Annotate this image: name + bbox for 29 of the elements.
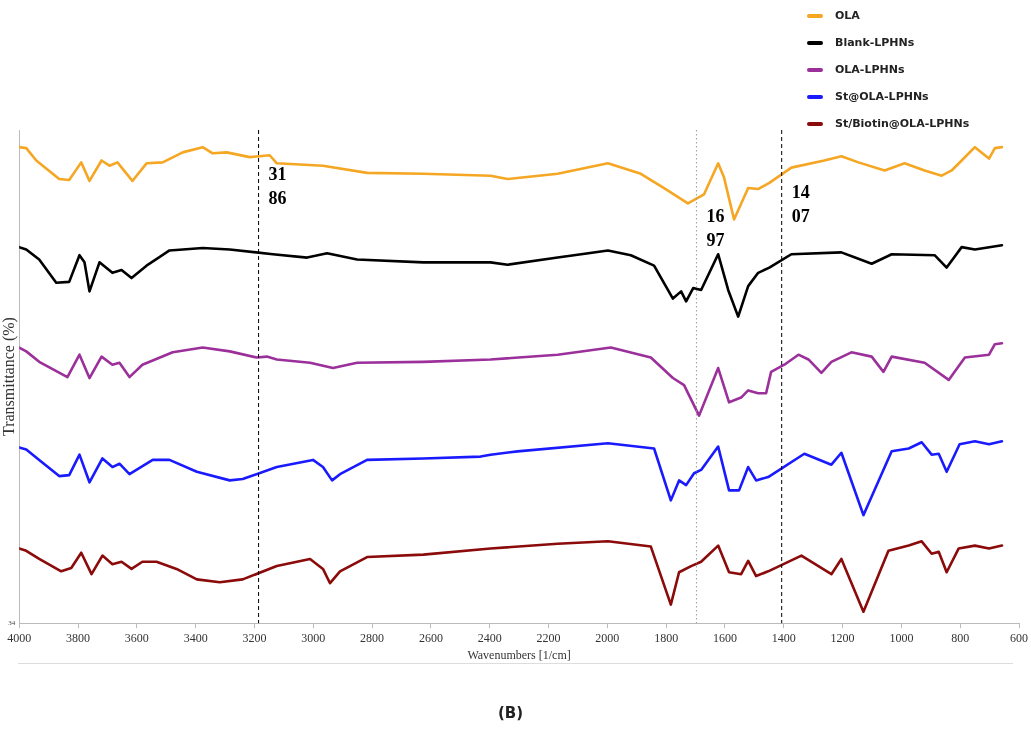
- ref-line-label: 3186: [268, 163, 287, 208]
- x-tick-label: 1800: [654, 630, 679, 645]
- legend-label: St@OLA-LPHNs: [835, 90, 929, 103]
- ref-line-label: 1697: [706, 206, 725, 251]
- legend-label: OLA-LPHNs: [835, 63, 905, 76]
- x-tick-label: 4000: [7, 630, 32, 645]
- y-axis-title: Transmittance (%): [0, 317, 18, 437]
- x-tick-label: 1600: [712, 630, 737, 645]
- x-tick-label: 1400: [771, 630, 796, 645]
- x-tick-label: 2600: [418, 630, 443, 645]
- x-tick-label: 1200: [830, 630, 855, 645]
- x-tick-label: 800: [951, 630, 970, 645]
- legend-label: OLA: [835, 9, 860, 22]
- x-tick-label: 2400: [477, 630, 502, 645]
- x-tick-label: 3800: [66, 630, 91, 645]
- x-tick-label: 3000: [301, 630, 326, 645]
- x-tick-label: 1000: [889, 630, 914, 645]
- x-tick-label: 2000: [595, 630, 620, 645]
- x-tick-label: 3600: [124, 630, 149, 645]
- x-tick-label: 600: [1010, 630, 1028, 645]
- ref-line-label: 1407: [791, 181, 810, 226]
- legend-label: Blank-LPHNs: [835, 36, 915, 49]
- text: (B): [497, 703, 524, 722]
- x-tick-label: 2800: [360, 630, 385, 645]
- x-tick-label: 2200: [536, 630, 561, 645]
- x-axis-title: Wavenumbers [1/cm]: [467, 647, 571, 662]
- x-tick-label: 3200: [242, 630, 267, 645]
- legend-label: St/Biotin@OLA-LPHNs: [835, 117, 970, 130]
- x-tick-label: 3400: [183, 630, 208, 645]
